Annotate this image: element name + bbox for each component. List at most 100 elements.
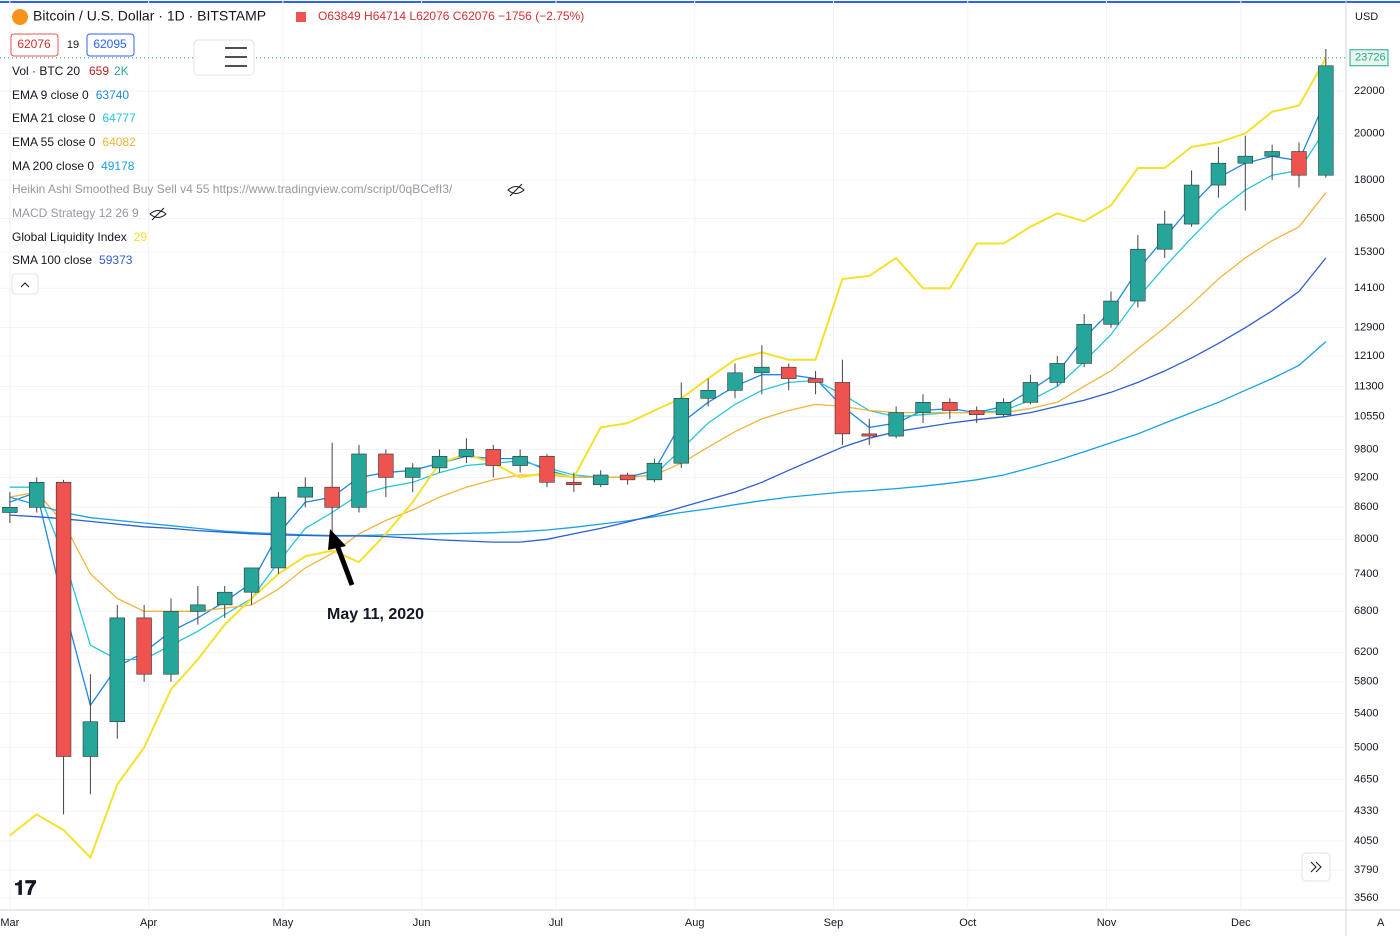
x-tick-label: Aug: [685, 917, 705, 929]
candle-body: [888, 412, 904, 437]
candle-body: [942, 402, 958, 411]
candle-body: [29, 481, 45, 508]
legend-name: EMA 21 close 0: [12, 111, 96, 125]
bid-price: 62076: [17, 37, 51, 51]
candles: [2, 48, 1334, 815]
indicator-line: [9, 192, 1327, 612]
candle-body: [1049, 363, 1065, 383]
y-tick-label: 6800: [1354, 605, 1378, 617]
candle-body: [727, 372, 743, 391]
candle-body: [1022, 382, 1039, 403]
candle-body: [1103, 300, 1119, 325]
hidden-indicator: MACD Strategy 12 26 9: [12, 206, 139, 220]
y-tick-label: 14100: [1354, 282, 1385, 294]
x-tick-label: May: [273, 917, 294, 929]
y-tick-label: 16500: [1354, 213, 1385, 225]
volume-legend-value: 2K: [114, 64, 129, 78]
labels: 3560 3790 4050 4330 4650 5000 5400 5800 6200 6800…: [0, 49, 1389, 929]
legend-name: MA 200 close 0: [12, 159, 94, 173]
grid: [0, 0, 1346, 910]
y-tick-label: 18000: [1354, 174, 1385, 186]
tv-logo: 𝟏𝟕: [14, 877, 36, 899]
y-tick-label: 5800: [1354, 676, 1378, 688]
symbol-title: Bitcoin / U.S. Dollar · 1D · BITSTAMP: [33, 8, 266, 24]
candle-body: [807, 378, 824, 383]
x-tick-label: Nov: [1097, 917, 1117, 929]
x-tick-label: Mar: [0, 917, 19, 929]
legend-value: 64082: [102, 135, 136, 149]
candle-body: [1210, 162, 1227, 186]
candle-body: [1157, 223, 1173, 250]
candle-body: [405, 467, 421, 478]
candle-body: [646, 462, 663, 481]
ask-price: 62095: [93, 37, 127, 51]
legend-name: Global Liquidity Index: [12, 230, 127, 244]
candle-body: [1130, 248, 1146, 302]
candle-body: [754, 366, 770, 374]
scale-mode-button[interactable]: A: [1377, 917, 1385, 929]
candle-body: [109, 617, 125, 723]
candle-body: [969, 410, 985, 415]
indicator-line: [9, 341, 1327, 537]
legend-name: EMA 9 close 0: [12, 88, 89, 102]
spread: 19: [67, 39, 79, 51]
coin-icon: [12, 9, 28, 25]
candle-body: [539, 455, 555, 483]
candle-body: [1183, 184, 1200, 225]
candle-body: [1291, 151, 1307, 176]
candle-body: [163, 611, 179, 675]
candle-body: [324, 486, 340, 508]
x-tick-label: Dec: [1231, 917, 1251, 929]
candle-body: [458, 449, 475, 457]
y-tick-label: 12900: [1354, 322, 1385, 334]
last-price-box: [1349, 49, 1389, 67]
y-tick-label: 8600: [1354, 501, 1378, 513]
candle-body: [834, 382, 851, 435]
y-tick-label: 22000: [1354, 85, 1385, 97]
y-tick-label: 9800: [1354, 443, 1378, 455]
candle-body: [136, 617, 152, 675]
y-tick-label: 4650: [1354, 774, 1378, 786]
currency-label: USD: [1355, 11, 1378, 23]
legend-value: 49178: [101, 159, 135, 173]
y-tick-label: 6200: [1354, 646, 1378, 658]
y-tick-label: 3560: [1354, 892, 1378, 904]
hidden-eye-icon[interactable]: [149, 183, 525, 221]
legend-value: 29: [134, 230, 148, 244]
volume-legend-value: 659: [89, 64, 109, 78]
candle-body: [1237, 155, 1253, 164]
indicator-line: [9, 128, 1327, 661]
double-chevron-icon: [1310, 861, 1322, 873]
x-tick-label: Oct: [959, 917, 976, 929]
indicator-line: [9, 57, 1327, 860]
legend-value: 59373: [99, 253, 133, 267]
candle-body: [55, 481, 72, 757]
candle-body: [190, 604, 206, 612]
annotation-arrowhead: [328, 529, 346, 550]
y-tick-label: 4050: [1354, 835, 1378, 847]
candle-body: [700, 389, 716, 399]
chevron-icon: [20, 282, 30, 288]
bid-box[interactable]: [10, 33, 59, 57]
y-tick-label: 3790: [1354, 864, 1378, 876]
x-tick-label: Apr: [140, 917, 157, 929]
candle-body: [995, 402, 1012, 415]
candle-body: [351, 453, 367, 508]
candle-body: [297, 486, 313, 498]
y-tick-label: 10550: [1354, 411, 1385, 423]
candle-body: [1076, 323, 1092, 364]
candle-body: [593, 474, 609, 486]
ask-box[interactable]: [86, 33, 135, 57]
volume-legend-name: Vol · BTC 20: [12, 64, 80, 78]
y-tick-label: 5400: [1354, 707, 1378, 719]
candle-body: [781, 366, 797, 379]
legend-name: EMA 55 close 0: [12, 135, 96, 149]
ohlc-readout: O63849 H64714 L62076 C62076 −1756 (−2.75…: [318, 9, 584, 23]
candle-body: [1318, 65, 1334, 176]
collapse-legend-button[interactable]: [11, 273, 39, 295]
flag-icon[interactable]: [296, 12, 306, 22]
annotation-text: May 11, 2020: [327, 606, 424, 623]
candle-body: [431, 455, 448, 469]
